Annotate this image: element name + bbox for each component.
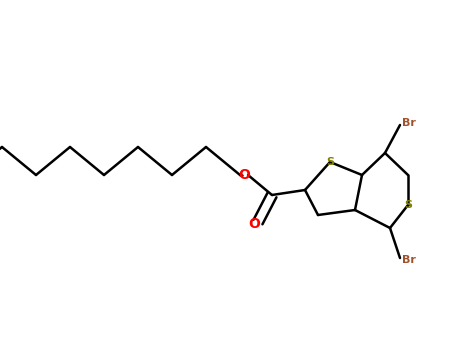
Text: S: S — [404, 200, 412, 210]
Text: S: S — [326, 157, 334, 167]
Text: Br: Br — [402, 255, 416, 265]
Text: Br: Br — [402, 118, 416, 128]
Text: O: O — [248, 217, 260, 231]
Text: O: O — [238, 168, 250, 182]
